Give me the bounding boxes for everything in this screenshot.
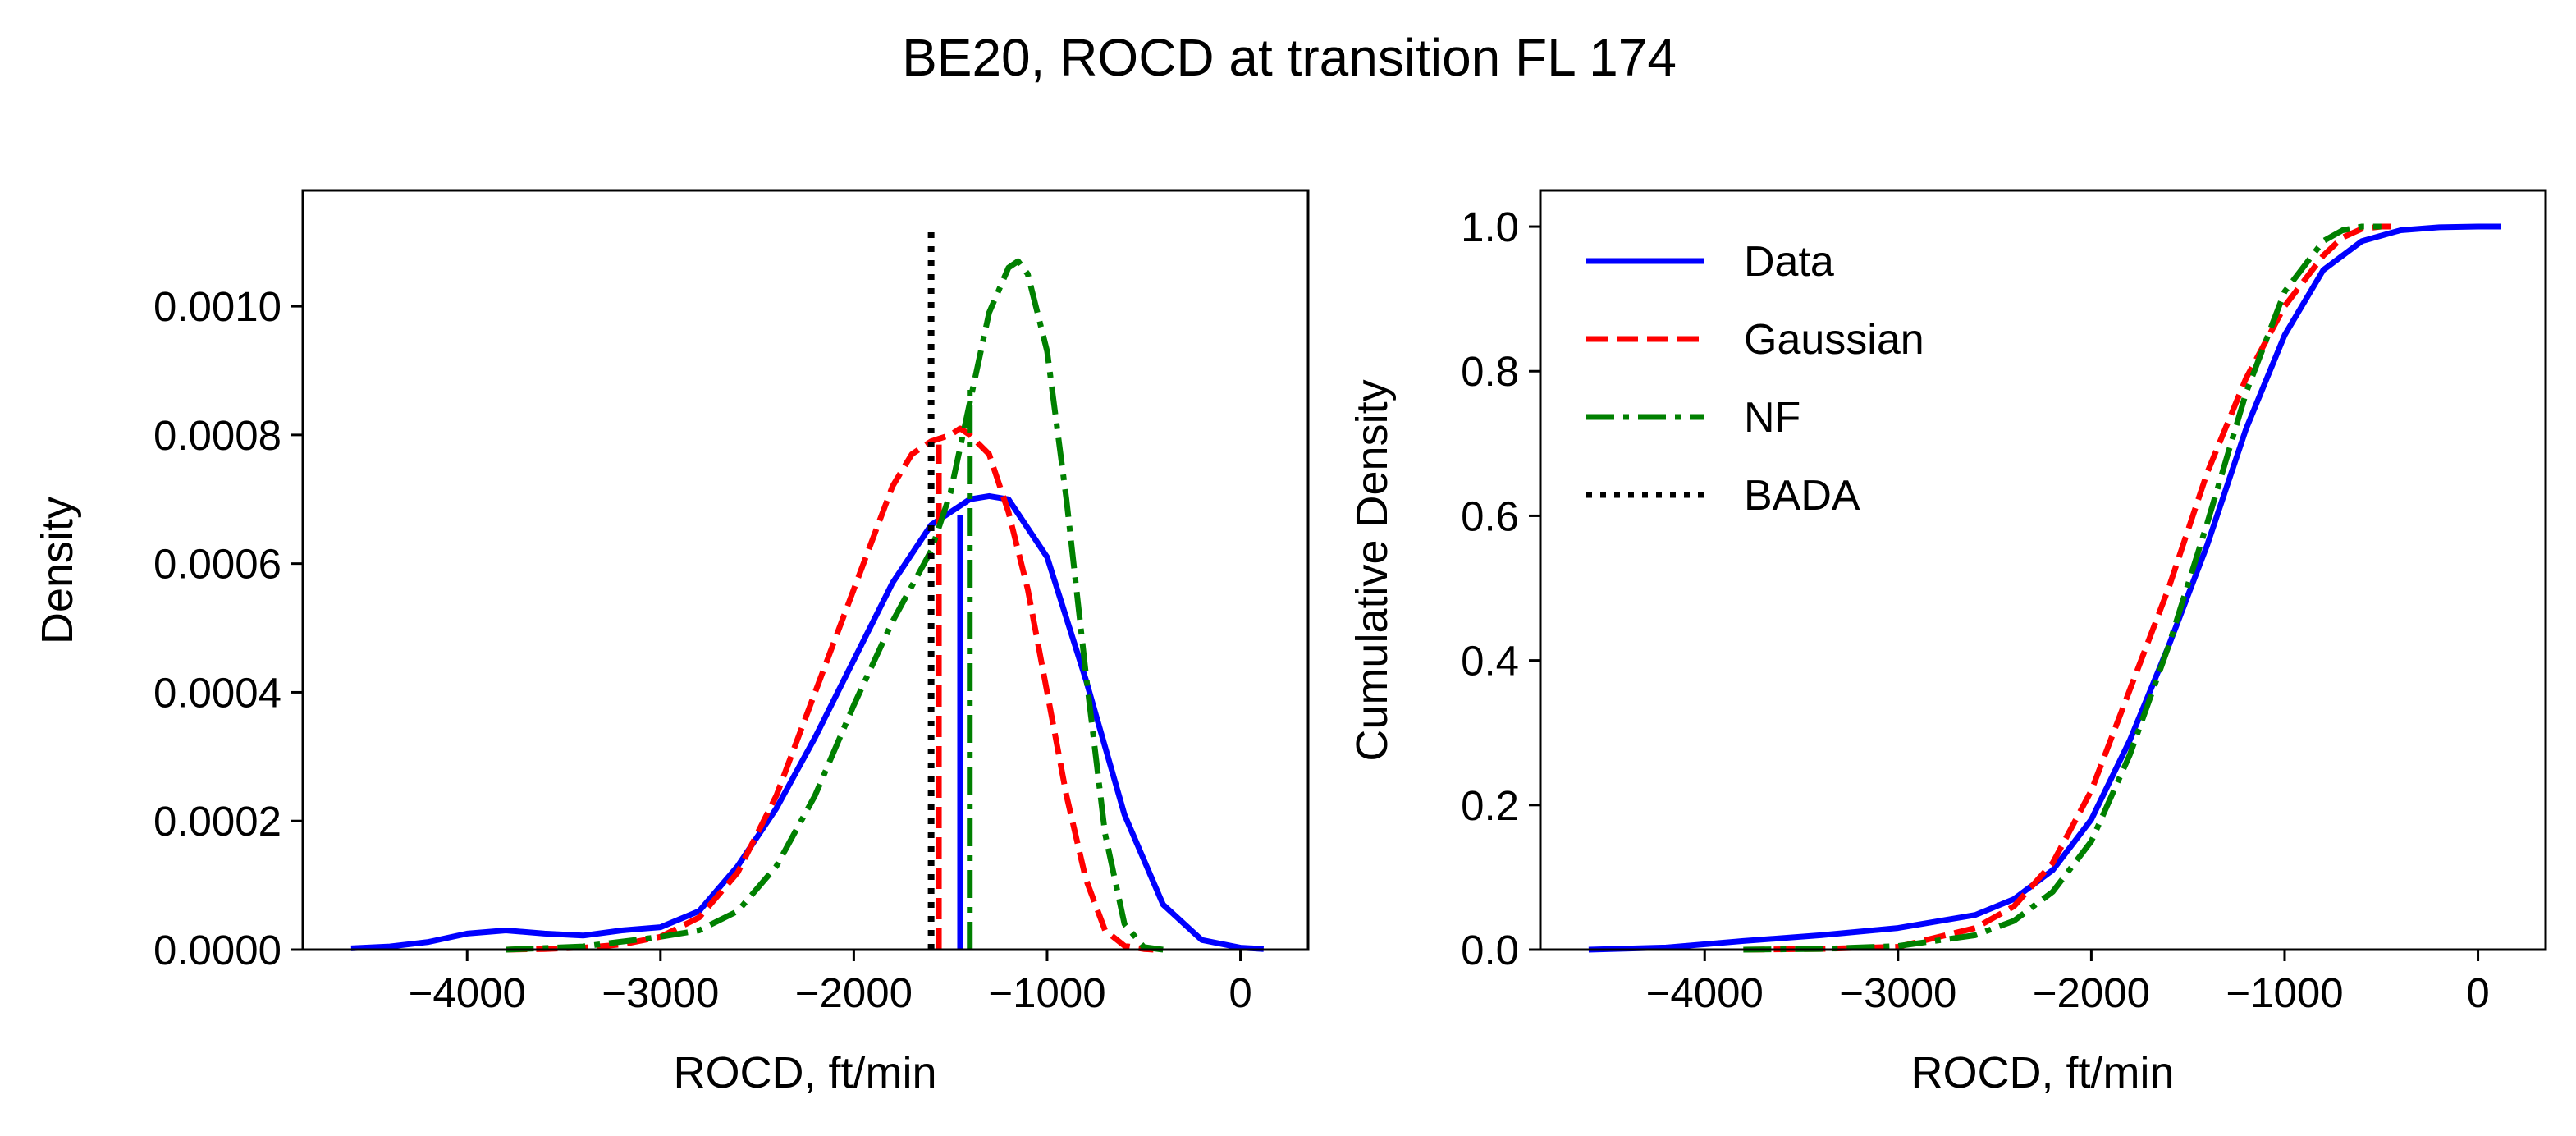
density-y-axis-label: Density bbox=[33, 497, 82, 644]
legend: Data Gaussian NF BADA bbox=[1586, 238, 1924, 520]
cumulative-x-axis: −4000 −3000 −2000 −1000 0 bbox=[1646, 950, 2490, 1016]
cumulative-y-tick-label: 0.0 bbox=[1461, 927, 1519, 973]
legend-label-nf: NF bbox=[1744, 394, 1800, 442]
cumulative-y-tick-label: 0.4 bbox=[1461, 638, 1519, 685]
density-plot-frame bbox=[301, 189, 1310, 951]
cumulative-line-nf bbox=[1743, 223, 2382, 953]
cumulative-x-tick-label: −3000 bbox=[1839, 969, 1956, 1016]
cumulative-y-tick-label: 0.2 bbox=[1461, 782, 1519, 829]
density-x-tick-label: −4000 bbox=[409, 969, 526, 1016]
cumulative-y-axis-label: Cumulative Density bbox=[1347, 379, 1397, 761]
cumulative-marks bbox=[1588, 223, 2501, 953]
legend-label-bada: BADA bbox=[1744, 472, 1860, 520]
density-x-tick-label: −3000 bbox=[602, 969, 719, 1016]
cumulative-x-tick-label: −1000 bbox=[2226, 969, 2343, 1016]
cumulative-y-tick-label: 1.0 bbox=[1461, 204, 1519, 250]
cumulative-x-tick-label: −2000 bbox=[2033, 969, 2150, 1016]
cumulative-plot-frame bbox=[1539, 189, 2547, 951]
density-x-tick-label: −1000 bbox=[988, 969, 1105, 1016]
cumulative-panel: −4000 −3000 −2000 −1000 0 0.0 0.2 0.4 0.6 0.8 1.0… bbox=[1347, 189, 2547, 1097]
cumulative-y-tick-label: 0.8 bbox=[1461, 348, 1519, 395]
density-y-tick-label: 0.0006 bbox=[153, 541, 281, 588]
cumulative-line-gaussian bbox=[1743, 223, 2391, 953]
cumulative-x-axis-label: ROCD, ft/min bbox=[1910, 1048, 2174, 1097]
cumulative-x-tick-label: 0 bbox=[2466, 969, 2489, 1016]
cumulative-line-data bbox=[1588, 223, 2501, 953]
density-x-tick-label: 0 bbox=[1229, 969, 1251, 1016]
density-y-tick-label: 0.0004 bbox=[153, 669, 281, 716]
density-y-tick-label: 0.0010 bbox=[153, 283, 281, 330]
density-line-nf bbox=[506, 258, 1164, 953]
cumulative-y-tick-label: 0.6 bbox=[1461, 492, 1519, 539]
legend-label-data: Data bbox=[1744, 238, 1834, 286]
figure-title: BE20, ROCD at transition FL 174 bbox=[902, 28, 1677, 87]
cumulative-x-tick-label: −4000 bbox=[1646, 969, 1764, 1016]
density-line-data bbox=[350, 492, 1264, 952]
density-marks bbox=[350, 229, 1264, 953]
density-x-tick-label: −2000 bbox=[795, 969, 913, 1016]
density-panel: −4000 −3000 −2000 −1000 0 0.0000 0.0002 0.0004… bbox=[33, 189, 1310, 1097]
density-y-tick-label: 0.0002 bbox=[153, 798, 281, 845]
density-y-axis: 0.0000 0.0002 0.0004 0.0006 0.0008 0.0010 bbox=[153, 283, 303, 973]
cumulative-y-axis: 0.0 0.2 0.4 0.6 0.8 1.0 bbox=[1461, 204, 1540, 973]
legend-label-gaussian: Gaussian bbox=[1744, 316, 1924, 364]
density-y-tick-label: 0.0000 bbox=[153, 927, 281, 973]
density-x-axis-label: ROCD, ft/min bbox=[673, 1048, 936, 1097]
density-y-tick-label: 0.0008 bbox=[153, 412, 281, 459]
density-x-axis: −4000 −3000 −2000 −1000 0 bbox=[409, 950, 1252, 1016]
